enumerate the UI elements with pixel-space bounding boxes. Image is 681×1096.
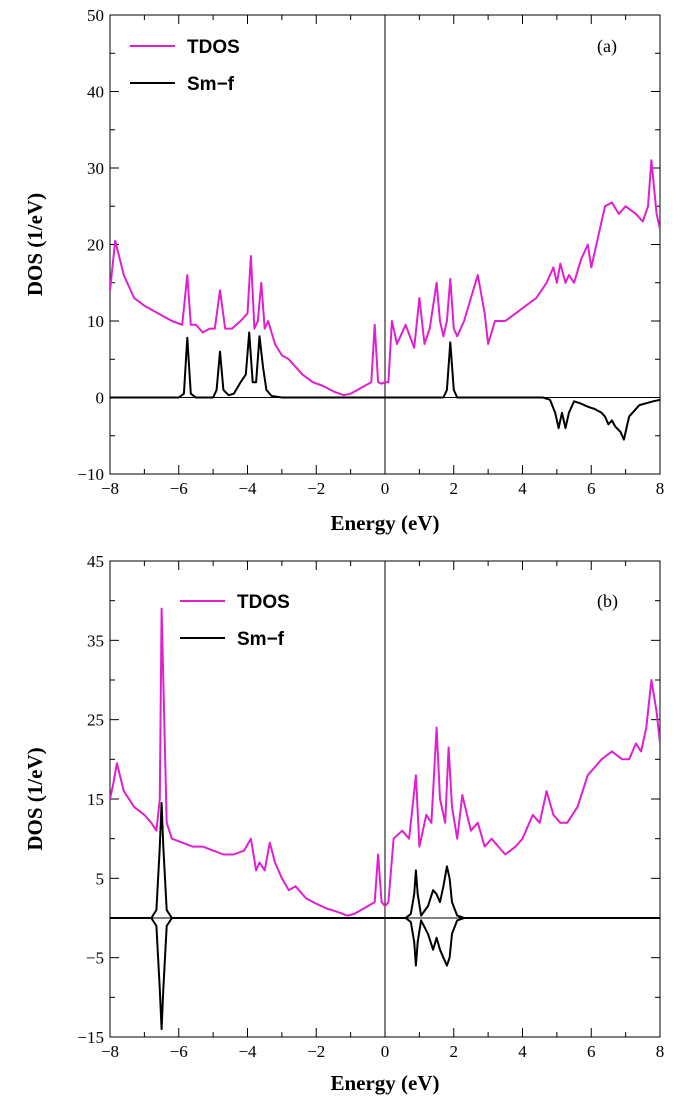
x-tick-label: 2 [450,479,459,498]
x-axis-title: Energy (eV) [330,1071,439,1095]
x-tick-label: −4 [238,479,257,498]
y-tick-label: 20 [87,236,104,255]
x-tick-label: 6 [587,479,596,498]
x-tick-label: 8 [656,479,665,498]
x-tick-label: −8 [101,1042,119,1061]
legend-label: TDOS [237,592,290,613]
x-tick-label: 0 [381,1042,390,1061]
y-tick-label: 5 [96,869,105,888]
plot-area [110,607,660,1031]
x-tick-label: 2 [450,1042,459,1061]
x-tick-label: 6 [587,1042,596,1061]
x-tick-label: −8 [101,479,119,498]
x-tick-label: 4 [518,479,527,498]
y-tick-label: 10 [87,312,104,331]
series-line-1 [110,331,660,441]
legend-label: Sm−f [187,74,235,95]
y-tick-label: 0 [96,389,105,408]
y-axis-title: DOS (1/eV) [23,193,47,296]
series-line-0 [110,159,660,397]
y-tick-label: −15 [77,1028,104,1047]
series-line-2 [110,917,660,1031]
x-tick-label: −2 [307,479,325,498]
panel-a: −8 −6 −4 −2 0 2 4 6 8 −10 0 10 20 30 40 50 TDOS Sm−f (a) En… [23,6,664,535]
legend-label: TDOS [187,37,240,58]
series-line-1 [110,802,660,919]
y-tick-label: 35 [87,631,104,650]
x-tick-label: −6 [170,1042,188,1061]
y-tick-label: 50 [87,6,104,25]
y-tick-label: 30 [87,159,104,178]
y-axis-title: DOS (1/eV) [23,747,47,850]
plot-area [110,159,660,441]
panel-label: (a) [597,36,617,57]
panel-b: −8 −6 −4 −2 0 2 4 6 8 −15 −5 5 15 25 35 45 TDOS Sm−f (b) En… [23,552,664,1095]
x-tick-label: −2 [307,1042,325,1061]
y-tick-label: −5 [86,949,104,968]
y-tick-label: 40 [87,83,104,102]
x-tick-label: 4 [518,1042,527,1061]
y-tick-label: 25 [87,711,104,730]
y-tick-label: 15 [87,790,104,809]
x-axis-title: Energy (eV) [330,511,439,535]
legend-label: Sm−f [237,629,285,650]
x-tick-label: −6 [170,479,188,498]
panel-label: (b) [597,591,618,612]
x-tick-label: 0 [381,479,390,498]
y-tick-label: 45 [87,552,104,571]
x-tick-label: −4 [238,1042,257,1061]
x-tick-label: 8 [656,1042,665,1061]
series-line-0 [110,607,660,917]
y-tick-label: −10 [77,465,104,484]
